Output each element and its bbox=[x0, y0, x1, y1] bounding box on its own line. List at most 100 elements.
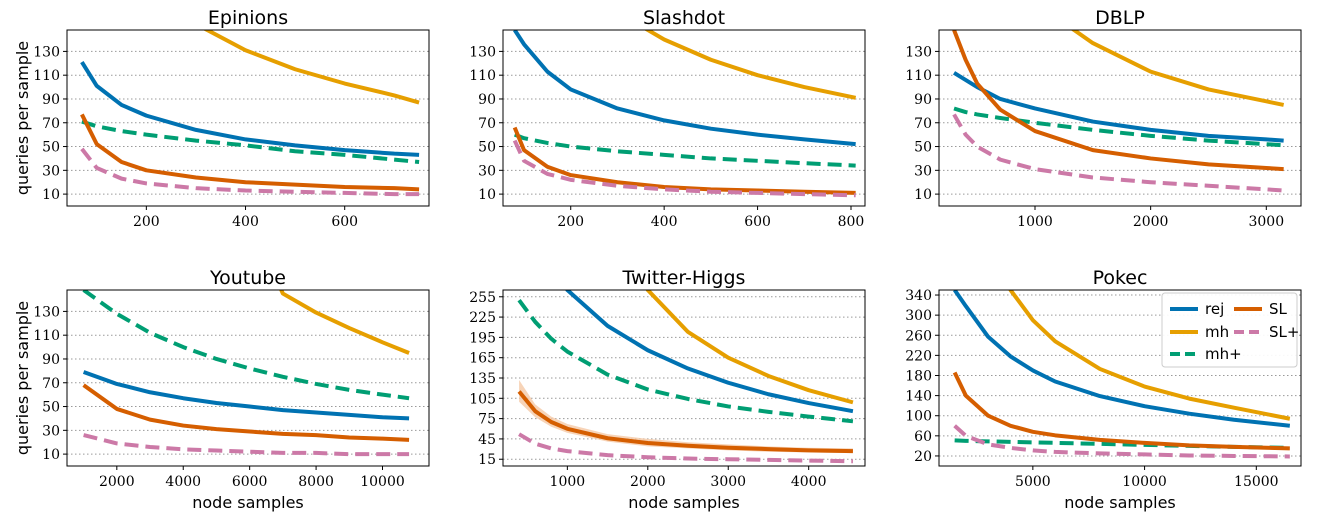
ytick-label: 225 bbox=[469, 310, 496, 326]
axes-frame bbox=[938, 29, 1302, 207]
ytick-label: 90 bbox=[914, 92, 932, 108]
xtick-label: 10000 bbox=[1122, 474, 1167, 490]
ytick-label: 10 bbox=[42, 187, 60, 203]
ytick-label: 30 bbox=[42, 163, 60, 179]
ylabel-row-1: queries per sample bbox=[13, 41, 32, 195]
ytick-label: 130 bbox=[469, 44, 496, 60]
xtick-label: 400 bbox=[232, 214, 259, 230]
ytick-label: 60 bbox=[914, 429, 932, 445]
series-line-slp bbox=[83, 433, 410, 457]
ytick-label: 130 bbox=[905, 44, 932, 60]
panel-title: Youtube bbox=[209, 267, 286, 289]
ytick-label: 165 bbox=[469, 351, 496, 367]
ytick-label: 90 bbox=[42, 92, 60, 108]
series-line-slp bbox=[952, 113, 1284, 193]
series-line-mh bbox=[279, 290, 410, 355]
series-line-sl bbox=[952, 30, 1284, 172]
panel-title: Twitter-Higgs bbox=[622, 267, 746, 289]
ytick-label: 10 bbox=[914, 187, 932, 203]
ytick-label: 90 bbox=[42, 352, 60, 368]
ytick-label: 10 bbox=[42, 447, 60, 463]
series-line-slp bbox=[518, 432, 853, 464]
panel-title: Epinions bbox=[208, 7, 288, 29]
ytick-label: 130 bbox=[33, 44, 60, 60]
ytick-label: 130 bbox=[33, 304, 60, 320]
ytick-label: 110 bbox=[33, 68, 60, 84]
series-line-slp bbox=[512, 139, 856, 198]
ytick-label: 50 bbox=[42, 400, 60, 416]
xtick-label: 3000 bbox=[710, 474, 746, 490]
ytick-label: 45 bbox=[478, 432, 496, 448]
series-line-rej bbox=[952, 290, 1291, 428]
series-line-sl bbox=[512, 126, 856, 195]
xtick-label: 4000 bbox=[165, 474, 201, 490]
xlabel: node samples bbox=[628, 493, 740, 512]
plot-area bbox=[80, 30, 420, 197]
ytick-label: 30 bbox=[42, 423, 60, 439]
axes-frame bbox=[502, 29, 866, 207]
series-line-mh bbox=[645, 290, 854, 405]
axes-frame bbox=[66, 289, 430, 467]
ytick-label: 20 bbox=[914, 449, 932, 465]
xtick-label: 600 bbox=[744, 214, 771, 230]
series-line-slp bbox=[80, 147, 420, 197]
series-line-rej bbox=[952, 71, 1284, 143]
panel-title: Pokec bbox=[1093, 267, 1148, 289]
series-line-mh bbox=[1008, 290, 1291, 421]
series-line-rej bbox=[80, 61, 420, 157]
xtick-label: 4000 bbox=[791, 474, 827, 490]
ytick-label: 10 bbox=[478, 187, 496, 203]
ytick-label: 90 bbox=[478, 92, 496, 108]
xtick-label: 800 bbox=[838, 214, 865, 230]
ytick-label: 50 bbox=[42, 140, 60, 156]
plot-area bbox=[512, 30, 857, 198]
legend-label-mhp: mh+ bbox=[1205, 345, 1242, 363]
ytick-label: 110 bbox=[905, 68, 932, 84]
panels: 10 30 50 70 90 110 130 200 400 600 Epinions 10 30 50 7… bbox=[33, 7, 1302, 512]
legend-label-sl: SL bbox=[1269, 300, 1288, 318]
ytick-label: 70 bbox=[914, 116, 932, 132]
ytick-label: 195 bbox=[469, 330, 496, 346]
series-line-rej bbox=[565, 290, 854, 414]
series-line-mhp bbox=[513, 132, 856, 168]
ytick-label: 75 bbox=[478, 412, 496, 428]
series-line-mhp bbox=[81, 119, 420, 164]
xlabel: node samples bbox=[1064, 493, 1176, 512]
series-line-sl bbox=[517, 390, 853, 454]
ytick-label: 300 bbox=[905, 308, 932, 324]
panel-2: 10 30 50 70 90 110 130 1000 2000 3000 DBLP bbox=[905, 7, 1302, 230]
xtick-label: 2000 bbox=[99, 474, 135, 490]
ytick-label: 70 bbox=[42, 376, 60, 392]
xtick-label: 1000 bbox=[550, 474, 586, 490]
xtick-label: 400 bbox=[651, 214, 678, 230]
band-sl bbox=[519, 380, 853, 454]
ytick-label: 70 bbox=[478, 116, 496, 132]
plot-area bbox=[952, 290, 1291, 459]
ytick-label: 135 bbox=[469, 371, 496, 387]
panel-4: 15 45 75 105 135 165 195 225 255 1000 2000 3000 4000… bbox=[469, 267, 866, 512]
series-line-mhp bbox=[953, 106, 1284, 148]
xlabel: node samples bbox=[192, 493, 304, 512]
series-line-rej bbox=[82, 370, 410, 421]
ytick-label: 30 bbox=[478, 163, 496, 179]
series-line-mhp bbox=[517, 298, 854, 424]
ytick-label: 110 bbox=[469, 68, 496, 84]
xtick-label: 200 bbox=[133, 214, 160, 230]
ytick-label: 255 bbox=[469, 290, 496, 306]
panel-5: 20 60 100 140 180 220 260 300 340 5000 10000 15000 P… bbox=[905, 267, 1302, 512]
series-line-mhp bbox=[82, 290, 410, 401]
xtick-label: 10000 bbox=[360, 474, 405, 490]
ylabel-row-2: queries per sample bbox=[13, 301, 32, 455]
xtick-label: 8000 bbox=[298, 474, 334, 490]
series-line-slp bbox=[953, 424, 1290, 459]
plot-area bbox=[517, 290, 854, 464]
plot-area bbox=[82, 290, 410, 457]
axes-frame bbox=[66, 29, 430, 207]
legend-label-mh: mh bbox=[1205, 323, 1229, 341]
legend-label-slp: SL+ bbox=[1269, 323, 1299, 341]
ytick-label: 50 bbox=[478, 140, 496, 156]
panel-0: 10 30 50 70 90 110 130 200 400 600 Epinions bbox=[33, 7, 430, 230]
ytick-label: 50 bbox=[914, 140, 932, 156]
xtick-label: 200 bbox=[557, 214, 584, 230]
ytick-label: 105 bbox=[469, 391, 496, 407]
